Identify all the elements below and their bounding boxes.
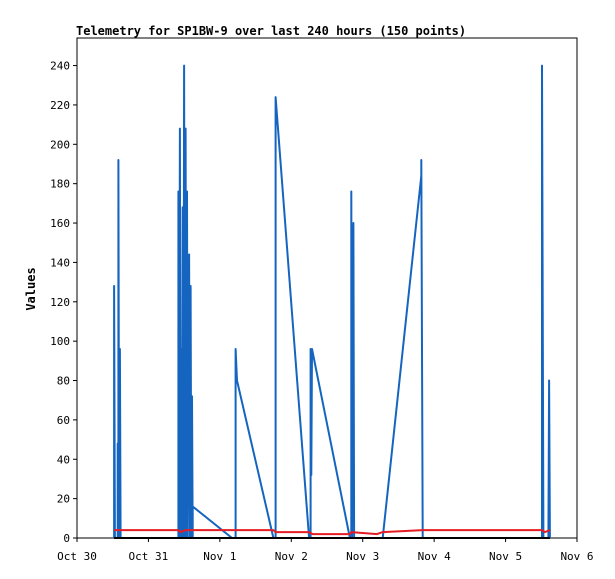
y-tick-label: 220 bbox=[50, 99, 70, 112]
plot-area-frame bbox=[76, 37, 578, 539]
x-tick-label: Oct 30 bbox=[57, 550, 97, 563]
x-tick-label: Nov 4 bbox=[418, 550, 451, 563]
x-tick-label: Oct 31 bbox=[129, 550, 169, 563]
y-tick-label: 240 bbox=[50, 60, 70, 73]
x-tick-label: Nov 1 bbox=[203, 550, 236, 563]
series-line-1 bbox=[114, 529, 551, 536]
y-tick-label: 160 bbox=[50, 217, 70, 230]
x-tick-label: Nov 3 bbox=[346, 550, 379, 563]
x-tick-label: Nov 2 bbox=[275, 550, 308, 563]
y-tick-label: 80 bbox=[57, 375, 70, 388]
y-tick-label: 120 bbox=[50, 296, 70, 309]
y-tick-label: 60 bbox=[57, 414, 70, 427]
y-tick-label: 0 bbox=[63, 532, 70, 545]
y-tick-label: 180 bbox=[50, 178, 70, 191]
y-tick-label: 140 bbox=[50, 256, 70, 269]
y-axis-ticks: 0 20 40 60 80 100 120 140 160 180 200 220 240 bbox=[50, 60, 77, 545]
x-axis-ticks: Oct 30 Oct 31 Nov 1 Nov 2 Nov 3 Nov 4 Nov 5 Nov… bbox=[57, 538, 594, 563]
y-tick-label: 20 bbox=[57, 493, 70, 506]
series-layer bbox=[113, 64, 551, 539]
y-tick-label: 40 bbox=[57, 453, 70, 466]
y-axis-label: Values bbox=[24, 267, 38, 310]
x-tick-label: Nov 5 bbox=[489, 550, 522, 563]
chart-title: Telemetry for SP1BW-9 over last 240 hour… bbox=[76, 24, 466, 38]
y-tick-label: 100 bbox=[50, 335, 70, 348]
y-tick-label: 200 bbox=[50, 138, 70, 151]
series-line-0 bbox=[113, 64, 551, 539]
x-tick-label: Nov 6 bbox=[560, 550, 593, 563]
